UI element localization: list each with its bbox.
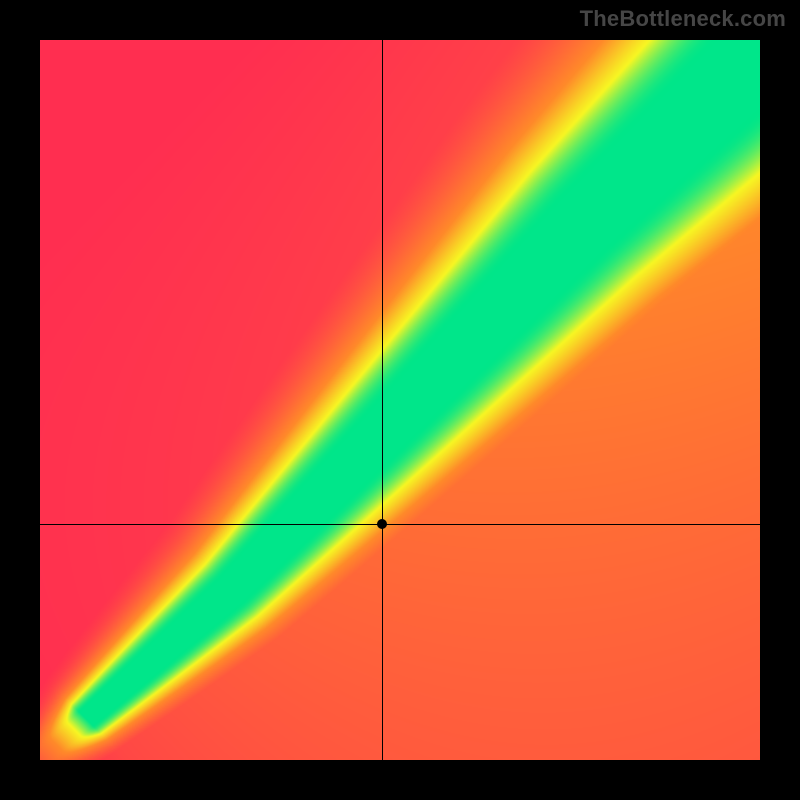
crosshair-marker-dot [377,519,387,529]
heatmap-canvas [40,40,760,760]
watermark-text: TheBottleneck.com [580,6,786,32]
crosshair-horizontal [40,524,760,525]
heatmap-plot [40,40,760,760]
crosshair-vertical [382,40,383,760]
